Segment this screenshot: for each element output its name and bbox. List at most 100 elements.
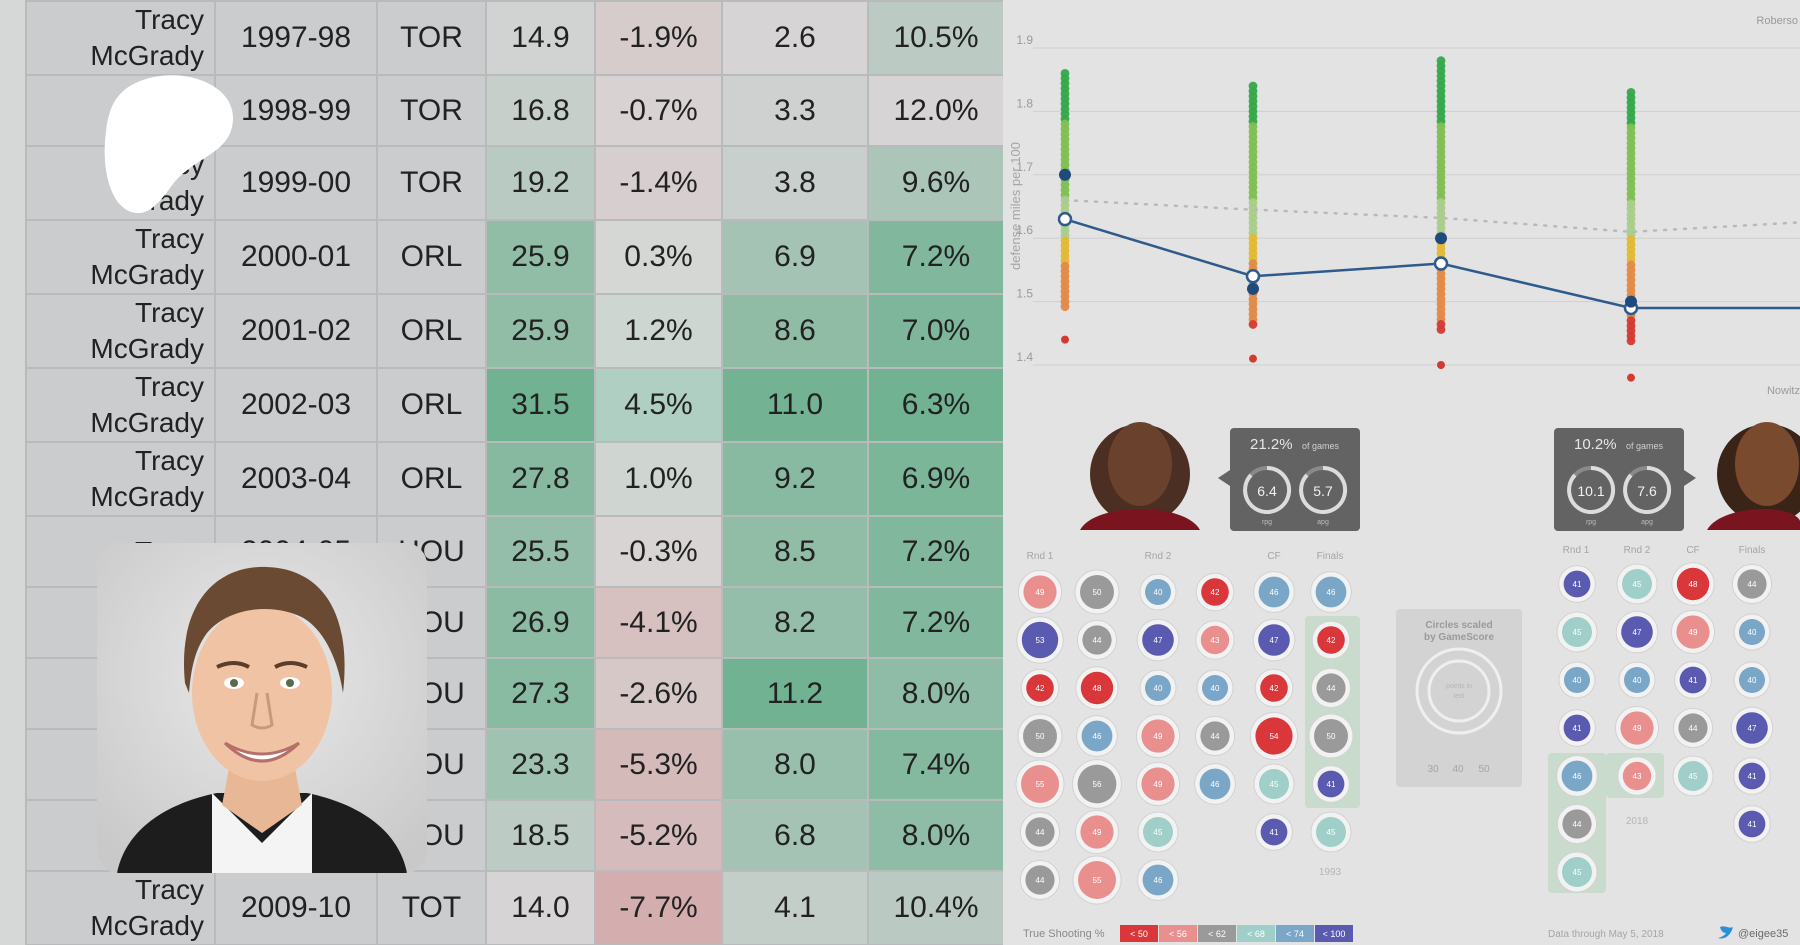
gamescore-circle <box>1563 714 1591 742</box>
cell-season: 1997-98 <box>214 0 378 76</box>
gamescore-value: 44 <box>1573 820 1582 829</box>
gamescore-value: 48 <box>1689 580 1698 589</box>
person-photo <box>97 543 427 873</box>
ts-legend-bin: < 68 <box>1247 929 1265 939</box>
stat-ring <box>1623 465 1672 514</box>
gamescore-circle <box>1316 673 1346 703</box>
cell-c4: 0.3% <box>594 219 723 295</box>
gamescore-value: 44 <box>1036 828 1045 837</box>
gamescore-circle <box>1145 579 1171 605</box>
stat-games-sub: of games <box>1302 441 1340 451</box>
stats-table-panel: Tracy McGrady 1997-98 TOR 14.9 -1.9% 2.6 10.5%… <box>25 0 1005 945</box>
gamescore-circle <box>1143 817 1173 847</box>
stat-callout-arrow <box>1218 470 1230 486</box>
gamescore-circle <box>1562 857 1592 887</box>
ts-legend-bin: < 56 <box>1169 929 1187 939</box>
gamescore-value: 48 <box>1093 684 1102 693</box>
stat-callout-box <box>1230 428 1360 531</box>
cell-c3: 25.5 <box>485 515 596 588</box>
cell-c5: 8.5 <box>721 515 869 588</box>
round-header: Finals <box>1739 545 1766 556</box>
round-header: Finals <box>1317 551 1344 562</box>
gamescore-value: 55 <box>1036 780 1045 789</box>
gamescore-circle <box>1200 721 1230 751</box>
gamescore-circle <box>1080 815 1114 849</box>
stat-ring-sub: rpg <box>1262 519 1272 526</box>
gamescore-value: 41 <box>1748 820 1757 829</box>
finals-highlight <box>1305 616 1360 808</box>
infographic-footer: True Shooting % < 50 < 56 < 62 < 68 < 74 < 100… <box>1023 925 1788 942</box>
gamescore-circle <box>1260 674 1288 702</box>
gamescore-value: 54 <box>1270 732 1279 741</box>
stat-callout-arrow <box>1684 470 1696 486</box>
gamescore-value: 40 <box>1154 684 1163 693</box>
gamescore-value: 44 <box>1748 580 1757 589</box>
gamescore-circle <box>1737 569 1767 599</box>
cell-season: 2001-02 <box>214 293 378 369</box>
y-axis-label: defense miles per 100 <box>1008 142 1023 270</box>
gamescore-circle <box>1021 621 1059 659</box>
y-tick-label: 1.9 <box>1016 33 1033 47</box>
cell-c3: 23.3 <box>485 728 596 801</box>
gamescore-value: 42 <box>1270 684 1279 693</box>
gamescore-circle <box>1739 619 1765 645</box>
player-headshot-right-face <box>1735 422 1799 506</box>
cell-team: ORL <box>376 219 487 295</box>
gamescore-value: 45 <box>1689 772 1698 781</box>
cell-name: Tracy McGrady <box>25 870 216 945</box>
round-header: Rnd 1 <box>1563 545 1590 556</box>
cell-c4: -1.9% <box>594 0 723 76</box>
cell-c6: 6.9% <box>867 441 1005 517</box>
cell-c3: 31.5 <box>485 367 596 443</box>
ts-legend-swatch <box>1315 925 1353 942</box>
cell-team: TOR <box>376 0 487 76</box>
gamescore-circle <box>1142 864 1174 896</box>
y-tick-label: 1.5 <box>1016 287 1033 301</box>
table-row: Tracy McGrady 2003-04 ORL 27.8 1.0% 9.2 6.9% <box>25 441 1005 517</box>
gamescore-circle <box>1023 719 1057 753</box>
ts-legend-bin: < 50 <box>1130 929 1148 939</box>
cell-c5: 3.8 <box>721 145 869 221</box>
gamescore-circle <box>1561 760 1593 792</box>
cell-team: ORL <box>376 441 487 517</box>
gamescore-circle <box>1023 575 1057 609</box>
cell-c4: -5.3% <box>594 728 723 801</box>
gamescore-value: 40 <box>1573 676 1582 685</box>
round-header: CF <box>1267 551 1280 562</box>
gamescore-value: 45 <box>1327 828 1336 837</box>
cell-c6: 7.2% <box>867 586 1005 659</box>
gamescore-circle <box>1080 671 1114 705</box>
stat-ring-value: 5.7 <box>1313 483 1333 499</box>
gamescore-value: 49 <box>1036 588 1045 597</box>
gamescore-value: 47 <box>1154 636 1163 645</box>
gamescore-circle <box>1141 719 1175 753</box>
legend-tick: 50 <box>1478 764 1490 775</box>
stat-ring <box>1243 465 1292 514</box>
gamescore-circle <box>1564 667 1590 693</box>
series-point <box>1433 256 1449 271</box>
cell-c5: 8.0 <box>721 728 869 801</box>
gamescore-value: 45 <box>1154 828 1163 837</box>
gamescore-value: 46 <box>1573 772 1582 781</box>
gamescore-value: 41 <box>1327 780 1336 789</box>
cell-c3: 26.9 <box>485 586 596 659</box>
stat-ring <box>1567 465 1616 514</box>
stat-ring <box>1299 465 1348 514</box>
gamescore-value: 41 <box>1573 580 1582 589</box>
legend-ring <box>1415 647 1503 735</box>
cell-c6: 8.0% <box>867 657 1005 730</box>
cell-c6: 7.2% <box>867 219 1005 295</box>
gamescore-circle <box>1314 719 1348 753</box>
cell-season: 2003-04 <box>214 441 378 517</box>
gamescore-value: 46 <box>1327 588 1336 597</box>
gamescore-circle <box>1145 675 1171 701</box>
cell-team: ORL <box>376 293 487 369</box>
cell-c4: 1.0% <box>594 441 723 517</box>
stat-ring-sub: rpg <box>1586 519 1596 526</box>
gamescore-circle <box>1738 810 1766 838</box>
cell-c3: 25.9 <box>485 293 596 369</box>
cell-name: Tracy McGrady <box>25 293 216 369</box>
infographic-canvas: 1.9 1.8 1.7 1.6 1.5 1.4 defense miles per 100 R… <box>1008 15 1800 942</box>
comparison-point <box>1625 295 1637 308</box>
player-headshot-right-jersey <box>1707 509 1800 530</box>
